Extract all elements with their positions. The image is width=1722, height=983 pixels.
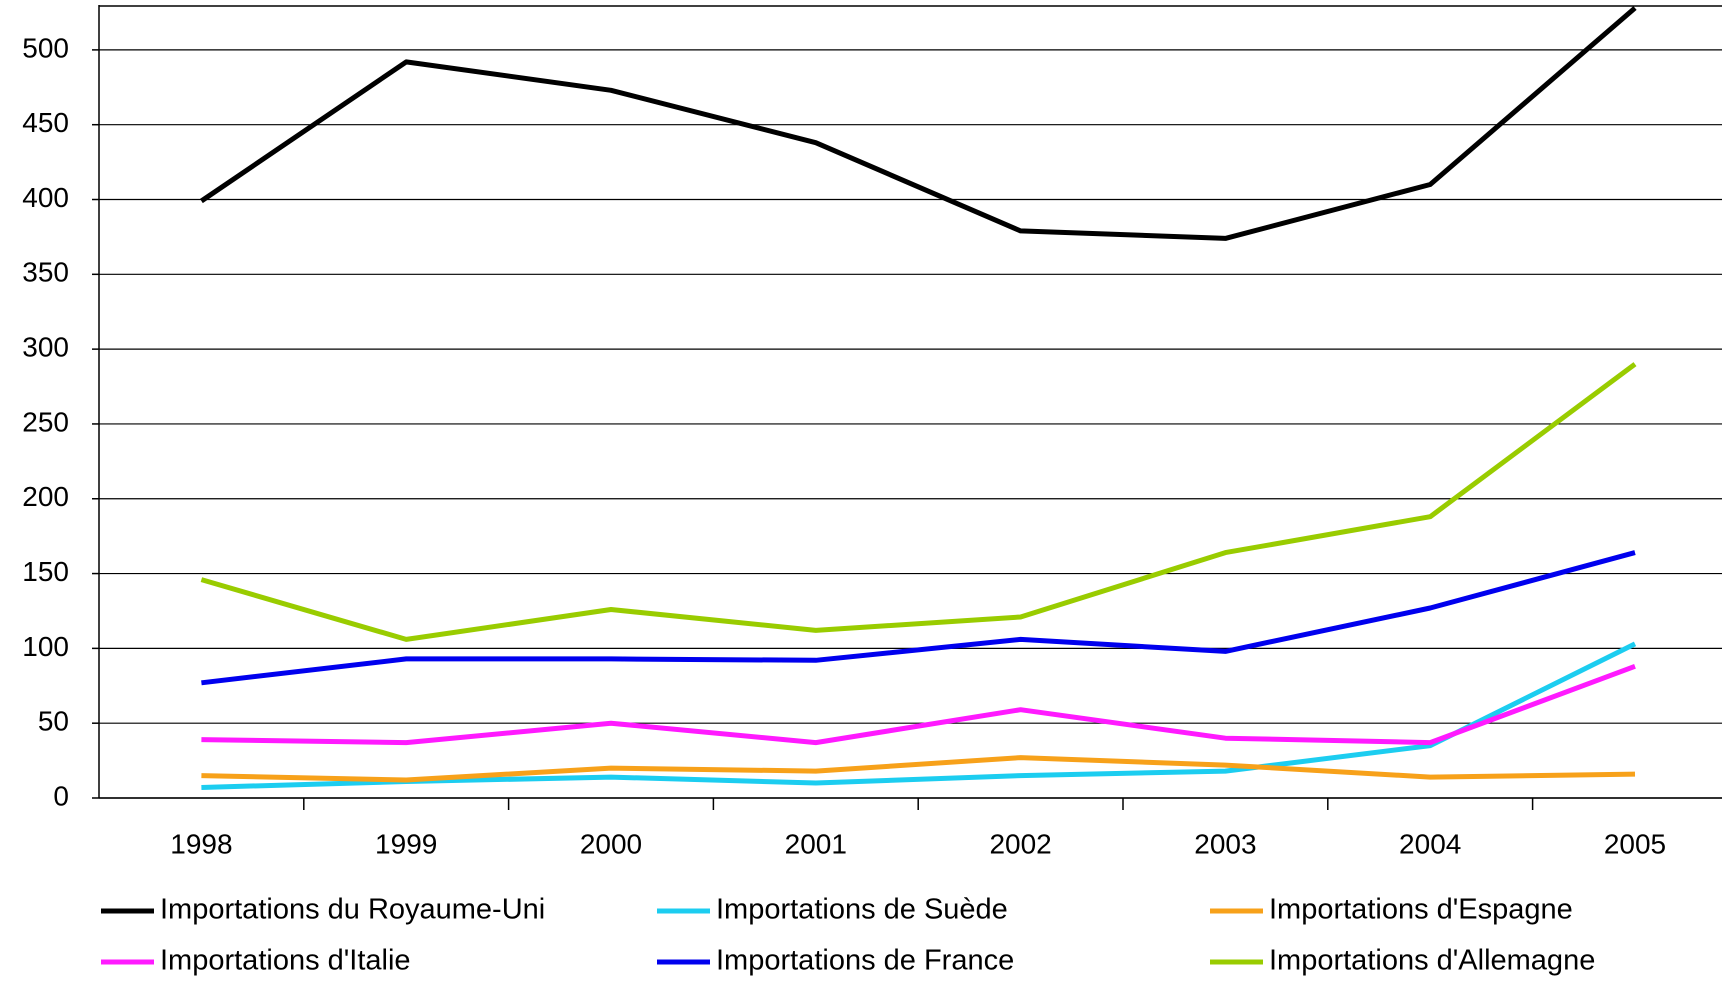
y-tick-label: 450 <box>22 107 69 138</box>
y-tick-label: 200 <box>22 481 69 512</box>
legend-label: Importations de Suède <box>716 894 1008 926</box>
legend-label: Importations d'Espagne <box>1269 894 1573 926</box>
series-line <box>201 755 1636 783</box>
legend-label: Importations du Royaume-Uni <box>160 894 545 926</box>
y-tick-label: 100 <box>22 631 69 662</box>
y-tick-label: 50 <box>38 706 69 737</box>
y-tick-label: 150 <box>22 556 69 587</box>
series-line <box>201 663 1636 746</box>
y-tick-label: 500 <box>22 32 69 63</box>
series-line <box>200 362 1637 642</box>
x-tick-label: 2005 <box>1604 828 1666 859</box>
y-tick-label: 0 <box>53 780 69 811</box>
x-tick-label: 2004 <box>1399 828 1461 859</box>
series-line <box>201 641 1637 790</box>
x-tick-label: 1999 <box>375 828 437 859</box>
x-tick-label: 2001 <box>785 828 847 859</box>
x-tick-label: 1998 <box>170 828 232 859</box>
x-tick-label: 2003 <box>1194 828 1256 859</box>
x-tick-label: 2002 <box>989 828 1051 859</box>
legend-label: Importations d'Italie <box>160 945 411 977</box>
series-line <box>201 550 1636 686</box>
y-tick-label: 350 <box>22 257 69 288</box>
series-line <box>199 6 1637 241</box>
y-tick-label: 400 <box>22 182 69 213</box>
y-tick-label: 250 <box>22 406 69 437</box>
legend-label: Importations de France <box>716 945 1014 977</box>
legend-label: Importations d'Allemagne <box>1269 945 1595 977</box>
x-tick-label: 2000 <box>580 828 642 859</box>
y-tick-label: 300 <box>22 332 69 363</box>
